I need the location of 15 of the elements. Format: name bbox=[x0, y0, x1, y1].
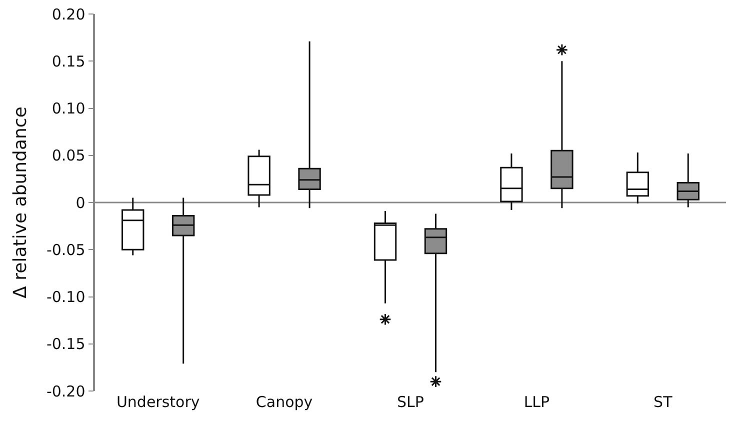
y-tick-label: -0.10 bbox=[46, 288, 86, 306]
y-tick-label: 0.15 bbox=[52, 52, 86, 70]
x-tick-label: SLP bbox=[397, 393, 424, 411]
y-tick-label: -0.05 bbox=[46, 240, 86, 259]
y-tick-label: 0.20 bbox=[52, 5, 86, 24]
y-tick-label: 0.10 bbox=[52, 100, 86, 118]
y-tick-label: 0 bbox=[76, 194, 86, 212]
x-tick-label: Canopy bbox=[256, 393, 313, 411]
y-tick-label: -0.20 bbox=[46, 382, 86, 400]
y-tick-label: 0.05 bbox=[52, 146, 86, 165]
y-tick-label: -0.15 bbox=[46, 335, 86, 354]
x-tick-label: ST bbox=[654, 393, 674, 411]
x-tick-label: LLP bbox=[524, 393, 550, 411]
x-tick-label: Understory bbox=[116, 393, 200, 411]
y-axis-title: Δ relative abundance bbox=[10, 106, 32, 298]
